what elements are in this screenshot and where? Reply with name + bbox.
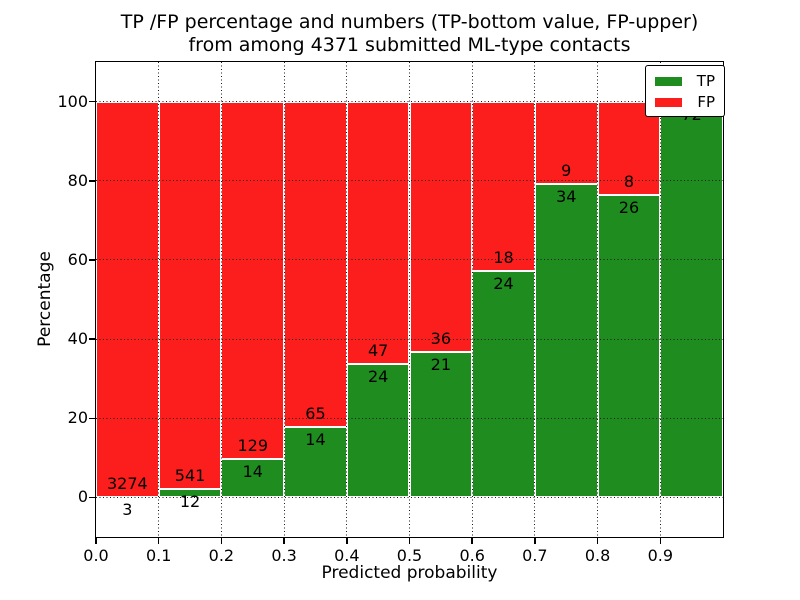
tp-count-label: 3 bbox=[122, 500, 133, 520]
legend-item-fp: FP bbox=[655, 94, 715, 110]
bar-segment-tp bbox=[284, 427, 347, 498]
y-tick-label: 0 bbox=[77, 487, 88, 507]
fp-count-label: 65 bbox=[305, 404, 326, 424]
bar-segment-tp bbox=[346, 363, 410, 498]
tp-count-label: 21 bbox=[430, 354, 452, 374]
tp-count-label: 34 bbox=[556, 187, 577, 207]
y-tick-mark bbox=[89, 180, 96, 182]
horizontal-gridline bbox=[96, 496, 723, 498]
fp-count-label: 18 bbox=[493, 248, 514, 268]
tp-count-label: 24 bbox=[367, 366, 389, 386]
x-axis-label: Predicted probability bbox=[321, 563, 498, 583]
x-tick-label: 0.1 bbox=[145, 546, 172, 565]
y-tick-mark bbox=[89, 338, 96, 340]
legend-swatch-fp bbox=[655, 97, 682, 107]
vertical-gridline bbox=[534, 62, 536, 537]
x-tick-label: 0.4 bbox=[334, 546, 360, 565]
legend-label-tp: TP bbox=[696, 72, 715, 90]
x-tick-mark bbox=[346, 537, 348, 544]
bar-segment-fp bbox=[158, 101, 222, 489]
x-tick-mark bbox=[283, 537, 285, 544]
bar-segment-fp bbox=[472, 101, 535, 272]
vertical-gridline bbox=[346, 62, 348, 537]
fp-count-label: 36 bbox=[430, 328, 452, 348]
x-tick-label: 0.5 bbox=[396, 546, 423, 565]
horizontal-gridline bbox=[96, 338, 723, 340]
bar-segment-fp bbox=[284, 101, 347, 428]
x-tick-label: 0.0 bbox=[83, 546, 109, 565]
x-tick-label: 0.9 bbox=[647, 546, 674, 565]
vertical-gridline bbox=[409, 62, 410, 537]
horizontal-gridline bbox=[96, 259, 723, 261]
legend-label-fp: FP bbox=[697, 93, 715, 111]
bar-segment-tp bbox=[472, 271, 535, 498]
x-tick-label: 0.3 bbox=[271, 546, 297, 565]
fp-count-label: 129 bbox=[237, 435, 269, 455]
y-tick-mark bbox=[89, 496, 96, 499]
vertical-gridline bbox=[158, 62, 160, 537]
x-tick-mark bbox=[220, 537, 223, 544]
tp-count-label: 24 bbox=[493, 274, 514, 294]
tp-count-label: 26 bbox=[618, 197, 640, 217]
x-tick-mark bbox=[95, 537, 97, 544]
x-tick-mark bbox=[596, 537, 599, 544]
fp-count-label: 3274 bbox=[106, 474, 148, 494]
y-tick-label: 20 bbox=[67, 408, 88, 428]
x-tick-mark bbox=[157, 537, 160, 544]
fp-count-label: 8 bbox=[623, 171, 635, 191]
y-tick-label: 40 bbox=[67, 329, 88, 349]
vertical-gridline bbox=[597, 62, 599, 537]
horizontal-gridline bbox=[96, 101, 723, 103]
fp-count-label: 47 bbox=[367, 340, 389, 360]
y-tick-label: 60 bbox=[67, 249, 88, 269]
legend: TP FP bbox=[645, 65, 725, 117]
x-tick-mark bbox=[408, 537, 411, 544]
x-tick-mark bbox=[471, 537, 473, 544]
x-tick-label: 0.6 bbox=[459, 546, 485, 565]
bar-segment-tp bbox=[597, 194, 661, 498]
bar-segment-fp bbox=[346, 101, 410, 364]
x-tick-label: 0.7 bbox=[522, 546, 548, 565]
bar-segment-fp bbox=[597, 101, 661, 195]
chart-title-line1: TP /FP percentage and numbers (TP-bottom… bbox=[120, 11, 699, 33]
vertical-gridline bbox=[659, 62, 661, 537]
legend-item-tp: TP bbox=[655, 73, 715, 89]
legend-swatch-tp bbox=[655, 76, 682, 86]
tp-count-label: 14 bbox=[305, 430, 326, 450]
horizontal-gridline bbox=[96, 180, 723, 182]
bar-segment-fp bbox=[409, 101, 473, 352]
bar-segment-fp bbox=[96, 101, 159, 498]
x-tick-mark bbox=[659, 537, 662, 544]
bar-segment-tp bbox=[660, 101, 723, 498]
horizontal-gridline bbox=[96, 417, 723, 419]
tp-count-label: 14 bbox=[242, 461, 263, 481]
x-tick-label: 0.2 bbox=[208, 546, 235, 565]
x-tick-label: 0.8 bbox=[584, 546, 611, 565]
bar-segment-fp bbox=[534, 101, 598, 185]
y-tick-label: 80 bbox=[67, 170, 88, 190]
y-tick-label: 100 bbox=[57, 91, 88, 111]
vertical-gridline bbox=[471, 62, 473, 537]
fp-count-label: 9 bbox=[561, 161, 572, 181]
fp-count-label: 541 bbox=[174, 465, 206, 485]
chart-title: TP /FP percentage and numbers (TP-bottom… bbox=[96, 11, 723, 57]
tp-count-label: 12 bbox=[179, 491, 201, 511]
vertical-gridline bbox=[220, 62, 222, 537]
bar-segment-fp bbox=[221, 101, 285, 459]
y-tick-mark bbox=[89, 417, 96, 419]
x-tick-mark bbox=[534, 537, 536, 544]
chart-title-line2: from among 4371 submitted ML-type contac… bbox=[188, 34, 631, 56]
vertical-gridline bbox=[283, 62, 285, 537]
y-tick-mark bbox=[89, 259, 96, 261]
bar-segment-tp bbox=[534, 184, 598, 498]
y-tick-mark bbox=[89, 100, 96, 103]
